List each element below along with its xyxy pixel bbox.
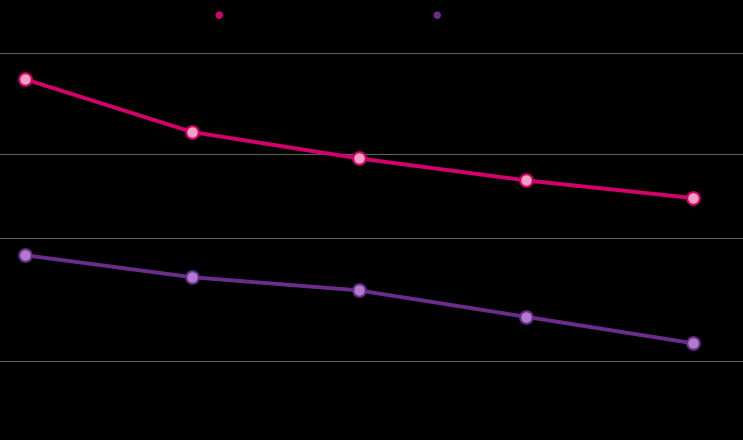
Text: ●: ● <box>432 11 441 20</box>
Text: ●: ● <box>215 11 224 20</box>
